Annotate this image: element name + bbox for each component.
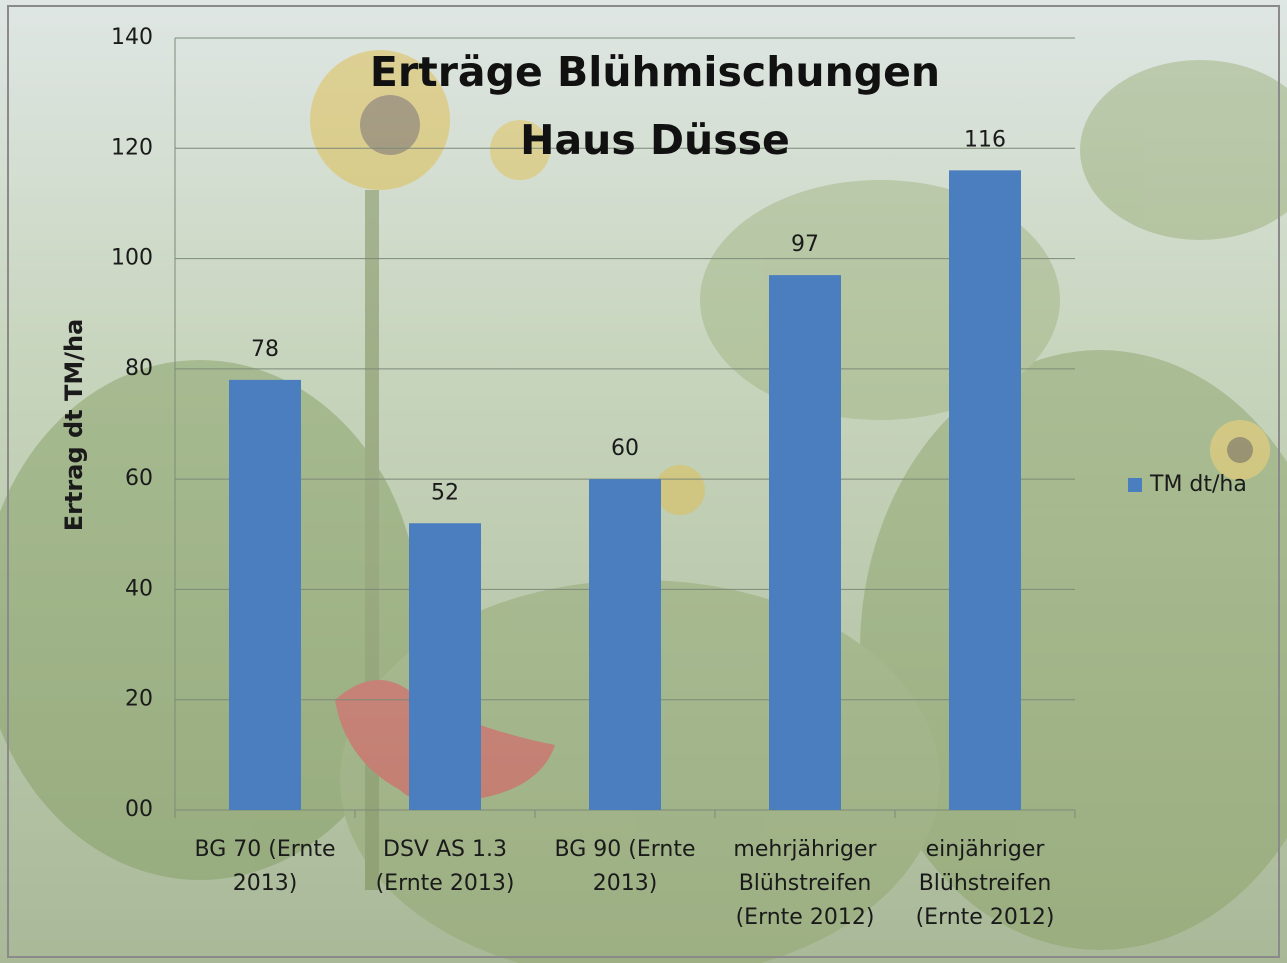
x-tick-label: einjähriger Blühstreifen (Ernte 2012): [915, 837, 1055, 930]
x-tick-label: BG 90 (Ernte 2013): [554, 837, 696, 896]
data-label: 52: [431, 480, 459, 505]
y-tick-label: 120: [111, 135, 153, 160]
data-label: 97: [791, 232, 819, 257]
chart-title: Erträge Blühmischungen Haus Düsse: [369, 48, 941, 164]
data-label: 78: [251, 337, 279, 362]
y-tick-label: 20: [125, 687, 153, 712]
x-tick-label: BG 70 (Ernte 2013): [194, 837, 336, 896]
y-tick-label: 80: [125, 356, 153, 381]
x-tick-label: mehrjähriger Blühstreifen (Ernte 2012): [733, 837, 877, 930]
bar: [229, 379, 301, 810]
y-tick-label: 00: [125, 797, 153, 822]
y-tick-label: 100: [111, 246, 153, 271]
frame: [7, 5, 1280, 958]
legend-label: TM dt/ha: [1149, 472, 1247, 497]
bar: [949, 170, 1021, 811]
bar: [409, 523, 481, 810]
data-label: 60: [611, 436, 639, 461]
bar: [589, 479, 661, 810]
y-tick-label: 60: [125, 466, 153, 491]
bar: [769, 275, 841, 811]
y-axis-title: Ertrag dt TM/ha: [60, 319, 88, 532]
legend-swatch: [1128, 478, 1142, 492]
y-tick-label: 40: [125, 576, 153, 601]
y-tick-label: 140: [111, 25, 153, 50]
data-label: 116: [964, 127, 1006, 152]
x-tick-label: DSV AS 1.3 (Ernte 2013): [375, 837, 515, 896]
